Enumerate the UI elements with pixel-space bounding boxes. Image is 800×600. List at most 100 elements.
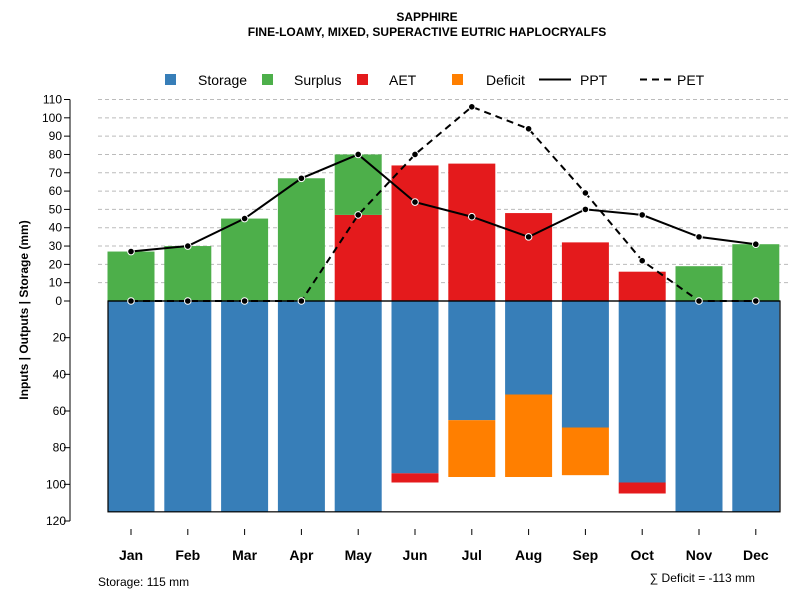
x-tick-label-aug: Aug [515,547,542,563]
bar-surplus-jan [107,251,155,301]
legend-label-aet: AET [389,72,417,88]
series-lines [127,103,760,305]
y-tick-label-40: 40 [49,221,63,235]
y-tick-label-30: 30 [49,239,63,253]
y-lower-tick-label-80: 80 [53,441,67,455]
legend-swatch-surplus [262,74,273,85]
point-pet-feb [184,297,192,305]
point-pet-jan [127,297,135,305]
point-pet-dec [752,297,760,305]
bars [107,154,780,512]
point-ppt-dec [752,240,760,249]
chart-title: SAPPHIRE [396,10,457,24]
x-tick-label-apr: Apr [289,547,314,563]
point-pet-apr [297,297,306,305]
bar-surplus-apr [277,178,325,301]
bar-storage-dec [732,301,780,512]
y-lower-tick-label-120: 120 [46,514,66,528]
x-tick-label-dec: Dec [743,547,769,563]
point-pet-oct [638,256,647,265]
bar-surplus-nov [675,266,723,301]
y-lower-tick-label-100: 100 [46,477,66,491]
bar-aet-jul [448,163,496,301]
bar-storage-jun [391,301,439,474]
bar-storage-feb [164,301,212,512]
bar-surplus-may [334,154,382,215]
legend-label-deficit: Deficit [486,72,525,88]
bar-surplus-mar [221,218,269,301]
legend-label-ppt: PPT [580,72,608,88]
point-ppt-mar [240,214,249,223]
point-pet-mar [240,297,249,305]
chart-subtitle: FINE-LOAMY, MIXED, SUPERACTIVE EUTRIC HA… [248,25,606,39]
y-tick-label-110: 110 [43,93,62,107]
bar-deficit-aug [505,394,553,477]
legend-swatch-storage [165,74,176,85]
bar-aet-sep [561,242,609,301]
point-ppt-jan [127,247,135,256]
bar-storage-aug [505,301,553,395]
deficit-note: ∑ Deficit = -113 mm [650,571,755,585]
point-pet-aug [524,125,533,133]
bar-aet-aug [505,213,553,301]
x-tick-label-nov: Nov [686,547,713,563]
legend-label-storage: Storage [198,72,247,88]
line-pet [131,105,756,302]
y-tick-label-100: 100 [42,111,62,125]
point-ppt-feb [184,242,192,250]
y-tick-label-10: 10 [49,276,63,290]
x-tick-label-may: May [345,547,372,563]
bar-aet-jun [391,165,439,301]
bar-storage-nov [675,301,723,512]
point-pet-sep [581,189,590,197]
bar-deficit-jul [448,420,496,477]
legend-swatch-aet [357,74,368,85]
x-tick-label-feb: Feb [175,547,200,563]
bar-storage-jan [107,301,155,512]
legend: Storage Surplus AET Deficit PPT PET [165,72,705,88]
point-ppt-may [354,150,363,159]
x-tick-label-jan: Jan [119,547,143,563]
legend-label-surplus: Surplus [294,72,341,88]
point-ppt-apr [297,174,306,183]
bar-storage-jul [448,301,496,421]
bar-surplus-dec [732,244,780,301]
legend-swatch-deficit [452,74,463,85]
y-tick-label-20: 20 [49,257,63,271]
bar-surplus-feb [164,246,212,301]
x-tick-label-sep: Sep [573,547,599,563]
point-ppt-sep [581,205,590,214]
y-tick-label-50: 50 [49,202,63,216]
y-tick-label-90: 90 [49,129,63,143]
point-pet-jul [468,103,476,111]
storage-capacity-box [107,300,781,513]
bar-storage-oct [618,301,666,483]
bar-aet-lower-oct [618,482,666,494]
y-lower-tick-label-20: 20 [53,331,67,345]
y-axis-label: Inputs | Outputs | Storage (mm) [17,220,31,399]
bar-aet-may [334,214,382,301]
point-ppt-jul [468,212,476,221]
point-pet-nov [695,297,703,305]
bar-storage-sep [561,301,609,428]
storage-note: Storage: 115 mm [98,575,189,589]
bar-storage-may [334,301,382,512]
point-ppt-nov [695,233,703,241]
y-tick-label-70: 70 [49,166,63,180]
x-tick-label-oct: Oct [631,547,655,563]
x-axis: Jan Feb Mar Apr May Jun Jul Aug Sep Oct Nov Dec [119,529,769,563]
point-ppt-jun [411,198,419,206]
legend-label-pet: PET [677,72,705,88]
x-tick-label-jun: Jun [403,547,428,563]
y-tick-label-60: 60 [49,184,63,198]
point-pet-may [354,211,363,219]
bar-aet-oct [618,271,666,301]
x-tick-label-mar: Mar [232,547,257,563]
point-ppt-aug [524,233,533,241]
y-lower-tick-label-40: 40 [53,367,67,381]
x-tick-label-jul: Jul [462,547,482,563]
bar-deficit-sep [561,427,609,476]
bar-storage-mar [221,301,269,512]
